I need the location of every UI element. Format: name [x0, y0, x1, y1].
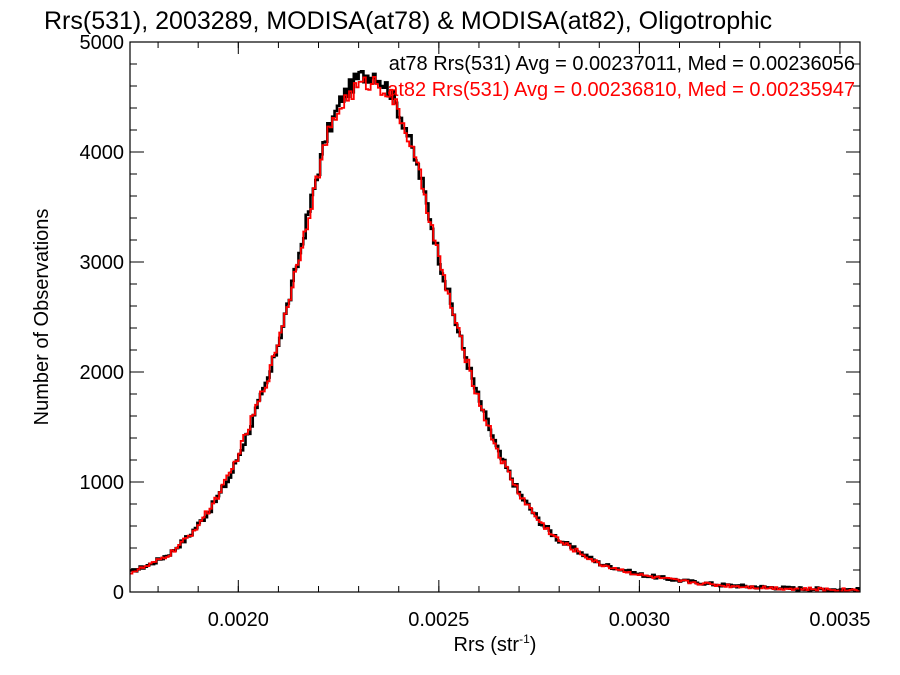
y-tick-label: 0	[113, 582, 124, 604]
series-at78	[130, 70, 861, 593]
chart-title: Rrs(531), 2003289, MODISA(at78) & MODISA…	[44, 7, 772, 35]
x-tick-label: 0.0025	[408, 609, 469, 631]
x-tick-label: 0.0030	[609, 609, 670, 631]
x-axis-label-superscript: -1	[519, 632, 530, 646]
y-tick-label: 4000	[80, 142, 125, 164]
x-tick-label: 0.0035	[809, 609, 870, 631]
y-tick-label: 2000	[80, 362, 125, 384]
x-tick-labels: 0.0020 0.0025 0.0030 0.0035	[208, 609, 871, 631]
ticks-layer	[130, 41, 860, 593]
series-layer	[130, 70, 861, 593]
plot-frame	[129, 41, 861, 593]
x-tick-label: 0.0020	[208, 609, 269, 631]
y-tick-label: 3000	[80, 252, 125, 274]
series-at82	[130, 76, 861, 593]
y-tick-label: 1000	[80, 472, 125, 494]
x-axis-label-close: )	[530, 634, 537, 656]
legend-entry-at78: at78 Rrs(531) Avg = 0.00237011, Med = 0.…	[389, 53, 855, 75]
x-axis-label: Rrs (str-1)	[454, 632, 537, 656]
y-tick-label: 5000	[80, 32, 125, 54]
y-tick-labels: 0 1000 2000 3000 4000 5000	[80, 32, 125, 604]
y-axis-label: Number of Observations	[31, 209, 53, 426]
legend-entry-at82: at82 Rrs(531) Avg = 0.00236810, Med = 0.…	[387, 79, 855, 101]
x-axis-label-main: Rrs (str	[454, 634, 520, 656]
